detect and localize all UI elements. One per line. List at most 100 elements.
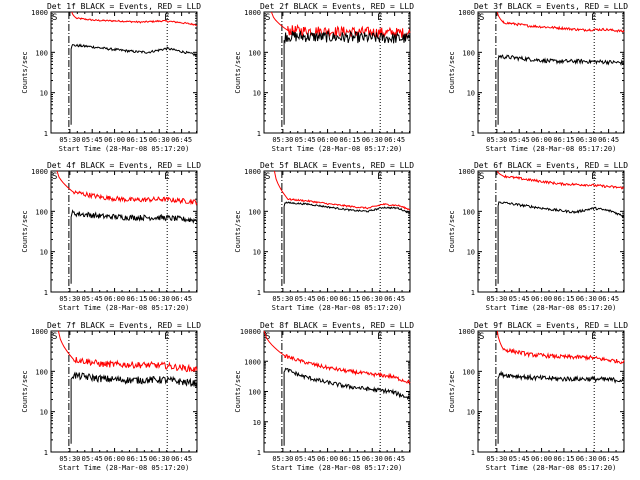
plot-frame (50, 330, 198, 453)
x-tick-label: 05:30 (59, 136, 80, 144)
panel-title: Det 6f BLACK = Events, RED = LLD (474, 161, 628, 170)
x-tick-label: 06:45 (384, 455, 405, 463)
y-tick-label: 100 (248, 49, 261, 57)
x-axis-label: Start Time (28-Mar-08 05:17:20) (486, 304, 617, 312)
x-tick-label: 06:15 (339, 295, 360, 303)
y-tick-label: 100 (248, 389, 261, 397)
x-tick-label: 05:30 (486, 295, 507, 303)
y-axis-label: Counts/sec (448, 370, 456, 412)
series-line-events (497, 201, 625, 284)
x-tick-label: 06:30 (149, 455, 170, 463)
marker-label-e: E (164, 13, 169, 23)
x-tick-label: 05:45 (82, 455, 103, 463)
y-tick-label: 1 (257, 130, 261, 138)
series-line-lld (57, 330, 198, 373)
x-axis-label: Start Time (28-Mar-08 05:17:20) (59, 304, 190, 312)
y-tick-label: 1 (257, 449, 261, 457)
marker-label-e: E (164, 172, 169, 182)
y-axis-label: Counts/sec (21, 370, 29, 412)
x-axis-label: Start Time (28-Mar-08 05:17:20) (272, 464, 403, 472)
x-tick-label: 06:45 (598, 455, 619, 463)
x-tick-label: 05:30 (486, 136, 507, 144)
series-line-lld (496, 170, 625, 190)
series-line-lld (71, 11, 198, 26)
x-axis-label: Start Time (28-Mar-08 05:17:20) (59, 145, 190, 153)
x-tick-label: 06:15 (126, 455, 147, 463)
x-tick-label: 06:45 (171, 455, 192, 463)
marker-label-e: E (591, 332, 596, 342)
y-tick-label: 10 (467, 90, 475, 98)
marker-label-s: S (52, 332, 57, 342)
y-tick-label: 1000 (244, 168, 261, 176)
x-tick-label: 06:45 (384, 295, 405, 303)
plot-frame (263, 170, 411, 293)
x-tick-label: 06:00 (317, 295, 338, 303)
x-tick-label: 06:00 (104, 136, 125, 144)
marker-label-s: S (479, 172, 484, 182)
panel-det-2: Det 2f BLACK = Events, RED = LLD 1 10 100 10… (234, 2, 414, 153)
plot-frame (477, 11, 625, 134)
panel-det-4: Det 4f BLACK = Events, RED = LLD 1 10 100 10… (21, 161, 201, 312)
y-tick-label: 1000 (31, 168, 48, 176)
panel-det-6: Det 6f BLACK = Events, RED = LLD 1 10 100 10… (448, 161, 628, 312)
marker-label-s: S (265, 13, 270, 23)
marker-label-s: S (265, 172, 270, 182)
y-tick-label: 1000 (244, 358, 261, 366)
series-line-events (283, 201, 411, 284)
marker-label-s: S (52, 172, 57, 182)
marker-label-s: S (265, 332, 270, 342)
marker-label-e: E (377, 13, 382, 23)
y-tick-label: 1000 (458, 328, 475, 336)
x-tick-label: 05:45 (509, 295, 530, 303)
marker-label-e: E (377, 172, 382, 182)
x-tick-label: 05:30 (272, 136, 293, 144)
x-tick-label: 06:00 (104, 455, 125, 463)
x-tick-label: 06:00 (531, 295, 552, 303)
plot-frame (50, 170, 198, 293)
x-tick-label: 06:45 (598, 295, 619, 303)
x-tick-label: 05:45 (295, 295, 316, 303)
x-tick-label: 06:00 (531, 455, 552, 463)
series-line-lld (496, 330, 625, 365)
series-line-events (283, 30, 411, 125)
y-tick-label: 10 (467, 249, 475, 257)
x-axis-label: Start Time (28-Mar-08 05:17:20) (272, 145, 403, 153)
x-tick-label: 06:15 (553, 295, 574, 303)
y-tick-label: 10000 (240, 328, 261, 336)
marker-label-s: S (479, 13, 484, 23)
x-tick-label: 06:30 (576, 136, 597, 144)
x-tick-label: 06:30 (149, 295, 170, 303)
series-line-events (497, 370, 625, 444)
y-tick-label: 100 (462, 368, 475, 376)
panel-det-7: Det 7f BLACK = Events, RED = LLD 1 10 100 10… (21, 321, 201, 472)
x-tick-label: 06:15 (553, 455, 574, 463)
y-tick-label: 1 (44, 289, 48, 297)
y-tick-label: 100 (35, 208, 48, 216)
x-tick-label: 05:45 (82, 136, 103, 144)
x-tick-label: 06:00 (531, 136, 552, 144)
x-tick-label: 06:30 (576, 455, 597, 463)
x-tick-label: 05:45 (82, 295, 103, 303)
y-tick-label: 1000 (458, 168, 475, 176)
x-tick-label: 06:30 (576, 295, 597, 303)
y-axis-label: Counts/sec (234, 370, 242, 412)
panel-title: Det 9f BLACK = Events, RED = LLD (474, 321, 628, 330)
y-axis-label: Counts/sec (234, 210, 242, 252)
marker-label-e: E (164, 332, 169, 342)
panel-det-5: Det 5f BLACK = Events, RED = LLD 1 10 100 10… (234, 161, 414, 312)
series-line-events (283, 367, 411, 446)
series-line-events (70, 371, 198, 444)
x-axis-label: Start Time (28-Mar-08 05:17:20) (486, 145, 617, 153)
x-tick-label: 06:00 (317, 136, 338, 144)
y-tick-label: 10 (253, 90, 261, 98)
x-axis-label: Start Time (28-Mar-08 05:17:20) (59, 464, 190, 472)
plot-frame (50, 11, 198, 134)
marker-label-s: S (52, 13, 57, 23)
y-tick-label: 1000 (31, 9, 48, 17)
y-axis-label: Counts/sec (21, 210, 29, 252)
series-line-lld (496, 11, 625, 33)
x-tick-label: 06:15 (126, 295, 147, 303)
y-tick-label: 1 (44, 130, 48, 138)
panel-title: Det 3f BLACK = Events, RED = LLD (474, 2, 628, 11)
